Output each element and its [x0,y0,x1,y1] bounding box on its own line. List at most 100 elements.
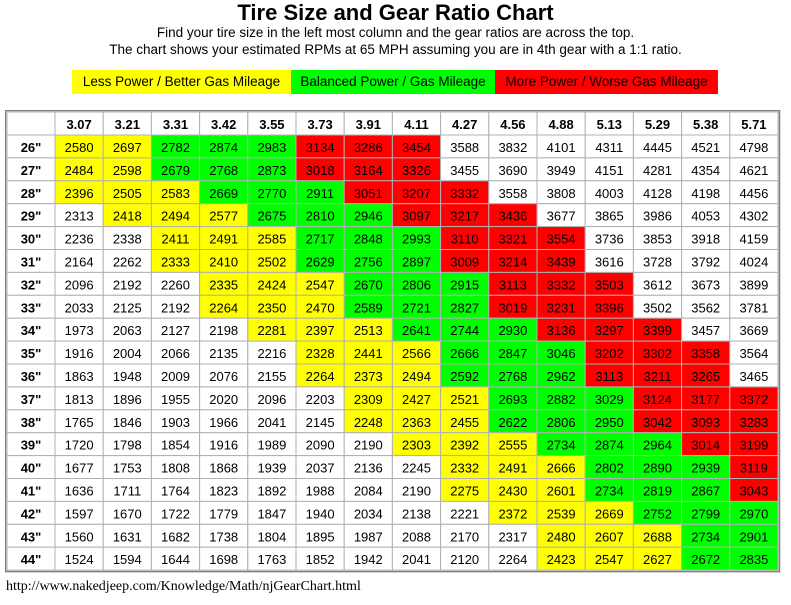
rpm-value: 2333 [161,254,190,269]
rpm-value: 2192 [113,277,142,292]
rpm-value: 1854 [161,438,190,453]
row-label-35in: 35" [21,346,42,361]
rpm-value: 3214 [498,254,527,269]
rpm-value: 3564 [739,346,768,361]
rpm-value: 2410 [209,254,238,269]
rpm-value: 1594 [113,552,142,567]
rpm-value: 3455 [450,163,479,178]
rpm-value: 2090 [306,438,335,453]
rpm-value: 2088 [402,529,431,544]
rpm-value: 2418 [113,209,142,224]
rpm-value: 3436 [498,209,527,224]
rpm-value: 3899 [739,277,768,292]
rpm-value: 3396 [595,300,624,315]
chart-subtitle-line-1: Find your tire size in the left most col… [156,25,635,40]
rpm-value: 3454 [402,140,431,155]
rpm-value: 2125 [113,300,142,315]
rpm-value: 4798 [739,140,768,155]
rpm-value: 2666 [547,461,576,476]
rpm-value: 2802 [595,461,624,476]
column-header-5.71: 5.71 [741,117,766,132]
rpm-value: 2484 [65,163,94,178]
rpm-value: 3113 [595,369,623,384]
rpm-value: 1720 [65,438,94,453]
rpm-value: 4053 [691,209,720,224]
column-header-3.55: 3.55 [259,117,284,132]
column-header-3.42: 3.42 [211,117,236,132]
source-url: http://www.nakedjeep.com/Knowledge/Math/… [6,579,361,594]
row-label-34in: 34" [21,323,42,338]
rpm-value: 2799 [691,506,720,521]
rpm-value: 3918 [691,232,720,247]
rpm-value: 2037 [306,461,335,476]
rpm-value: 2752 [643,506,672,521]
column-header-4.88: 4.88 [548,117,573,132]
rpm-value: 1892 [257,483,286,498]
rpm-value: 2397 [306,323,335,338]
rpm-value: 1847 [257,506,286,521]
rpm-value: 3297 [595,323,624,338]
rpm-value: 2264 [306,369,335,384]
rpm-value: 1763 [257,552,286,567]
row-label-32in: 32" [21,277,42,292]
rpm-value: 3372 [739,392,768,407]
rpm-value: 1597 [65,506,94,521]
row-label-41in: 41" [21,483,42,498]
rpm-value: 2585 [257,232,286,247]
legend-more-power: More Power / Worse Gas Mileage [495,70,718,94]
rpm-value: 2993 [402,232,431,247]
rpm-value: 2034 [354,506,383,521]
rpm-value: 2155 [257,369,286,384]
rpm-value: 1711 [113,483,141,498]
rpm-value: 2598 [113,163,142,178]
rpm-value: 4302 [739,209,768,224]
rpm-value: 1524 [65,552,94,567]
rpm-value: 2734 [547,438,576,453]
row-label-38in: 38" [21,415,42,430]
rpm-value: 2264 [209,300,238,315]
rpm-value: 2666 [450,346,479,361]
rpm-value: 2622 [498,415,527,430]
rpm-value: 3503 [595,277,624,292]
rpm-value: 2041 [257,415,286,430]
row-label-39in: 39" [21,438,42,453]
rpm-value: 3332 [450,186,479,201]
rpm-value: 2679 [161,163,190,178]
rpm-value: 3286 [354,140,383,155]
rpm-value: 1852 [306,552,335,567]
rpm-value: 2566 [402,346,431,361]
rpm-value: 2076 [209,369,238,384]
rpm-value: 2734 [595,483,624,498]
column-header-4.27: 4.27 [452,117,477,132]
rpm-value: 2317 [498,529,527,544]
row-label-36in: 36" [21,369,42,384]
column-header-5.29: 5.29 [645,117,670,132]
rpm-value: 1940 [306,506,335,521]
rpm-value: 2601 [547,483,576,498]
rpm-value: 2424 [257,277,286,292]
rpm-value: 3043 [739,483,768,498]
row-label-44in: 44" [21,552,42,567]
column-header-3.21: 3.21 [115,117,140,132]
rpm-value: 2580 [65,140,94,155]
rpm-value: 2835 [739,552,768,567]
rpm-value: 3231 [547,300,576,315]
rpm-value: 2260 [161,277,190,292]
rpm-value: 2275 [450,483,479,498]
rpm-value: 3211 [644,369,672,384]
rpm-value: 2505 [113,186,142,201]
row-label-29in: 29" [21,209,42,224]
rpm-value: 1813 [65,392,94,407]
rpm-value: 2427 [402,392,431,407]
legend-less-power: Less Power / Better Gas Mileage [72,70,291,94]
rpm-value: 2983 [257,140,286,155]
rpm-value: 1955 [161,392,190,407]
rpm-value: 2328 [306,346,335,361]
rpm-value: 2946 [354,209,383,224]
rpm-value: 2423 [547,552,576,567]
rpm-value: 2697 [113,140,142,155]
rpm-value: 2455 [450,415,479,430]
rpm-value: 2768 [498,369,527,384]
rpm-value: 3051 [354,186,383,201]
rpm-value: 4128 [643,186,672,201]
